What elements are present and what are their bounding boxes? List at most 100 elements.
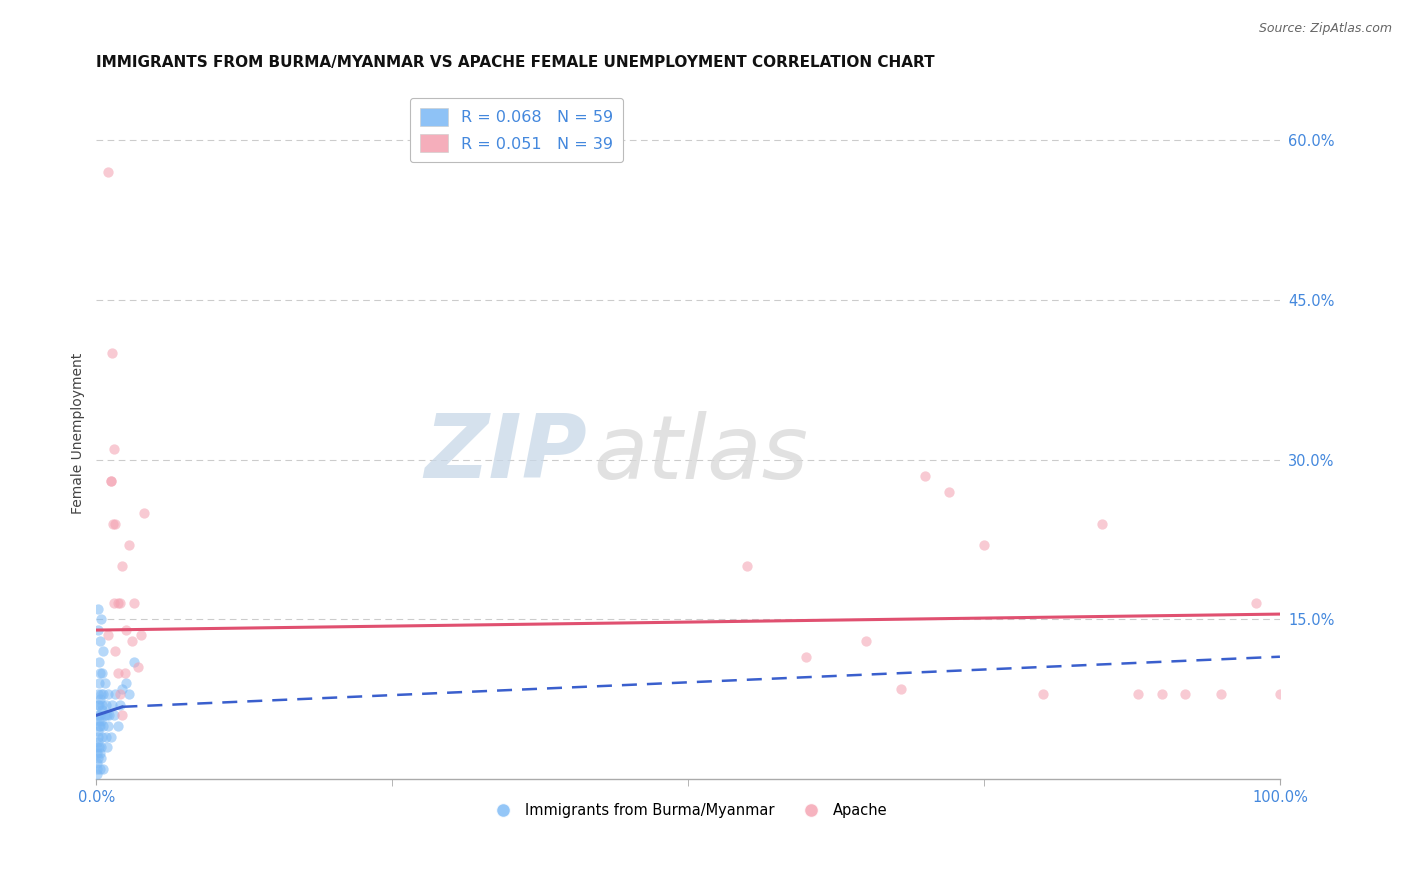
Point	[1268, 687, 1291, 701]
Point	[127, 660, 149, 674]
Point	[103, 596, 125, 610]
Point	[89, 692, 111, 706]
Point	[131, 628, 153, 642]
Point	[103, 442, 125, 456]
Point	[111, 708, 134, 723]
Point	[122, 596, 145, 610]
Point	[118, 687, 141, 701]
Point	[121, 633, 143, 648]
Point	[115, 676, 138, 690]
Point	[90, 687, 112, 701]
Point	[90, 612, 112, 626]
Point	[1150, 687, 1173, 701]
Point	[86, 740, 108, 755]
Point	[97, 719, 120, 733]
Point	[108, 596, 131, 610]
Point	[100, 474, 122, 488]
Point	[1244, 596, 1267, 610]
Text: Source: ZipAtlas.com: Source: ZipAtlas.com	[1258, 22, 1392, 36]
Point	[93, 708, 115, 723]
Point	[86, 762, 108, 776]
Point	[97, 165, 120, 179]
Point	[90, 740, 112, 755]
Point	[87, 698, 110, 712]
Point	[111, 559, 134, 574]
Point	[89, 714, 111, 728]
Point	[91, 698, 114, 712]
Point	[86, 601, 108, 615]
Text: atlas: atlas	[593, 410, 808, 497]
Text: IMMIGRANTS FROM BURMA/MYANMAR VS APACHE FEMALE UNEMPLOYMENT CORRELATION CHART: IMMIGRANTS FROM BURMA/MYANMAR VS APACHE …	[97, 55, 935, 70]
Point	[86, 687, 108, 701]
Point	[96, 708, 118, 723]
Point	[100, 698, 122, 712]
Point	[94, 730, 117, 744]
Point	[107, 719, 129, 733]
Point	[104, 516, 127, 531]
Point	[90, 714, 112, 728]
Text: ZIP: ZIP	[425, 410, 588, 497]
Point	[97, 687, 120, 701]
Point	[93, 687, 115, 701]
Point	[103, 708, 125, 723]
Point	[1032, 687, 1054, 701]
Point	[86, 756, 108, 771]
Point	[115, 623, 138, 637]
Point	[114, 665, 136, 680]
Point	[89, 719, 111, 733]
Point	[107, 665, 129, 680]
Point	[89, 633, 111, 648]
Point	[737, 559, 759, 574]
Point	[87, 698, 110, 712]
Point	[104, 687, 127, 701]
Point	[93, 676, 115, 690]
Point	[94, 698, 117, 712]
Point	[1174, 687, 1197, 701]
Point	[890, 681, 912, 696]
Point	[93, 762, 115, 776]
Legend: Immigrants from Burma/Myanmar, Apache: Immigrants from Burma/Myanmar, Apache	[482, 797, 893, 824]
Point	[938, 484, 960, 499]
Point	[108, 687, 131, 701]
Point	[87, 676, 110, 690]
Point	[86, 730, 108, 744]
Y-axis label: Female Unemployment: Female Unemployment	[72, 352, 86, 514]
Point	[111, 681, 134, 696]
Point	[93, 719, 115, 733]
Point	[796, 649, 818, 664]
Point	[914, 468, 936, 483]
Point	[97, 628, 120, 642]
Point	[91, 730, 114, 744]
Point	[100, 730, 122, 744]
Point	[1091, 516, 1114, 531]
Point	[90, 751, 112, 765]
Point	[86, 746, 108, 760]
Point	[100, 346, 122, 360]
Point	[87, 724, 110, 739]
Point	[122, 655, 145, 669]
Point	[86, 708, 108, 723]
Point	[118, 538, 141, 552]
Point	[98, 708, 121, 723]
Point	[973, 538, 995, 552]
Point	[89, 665, 111, 680]
Point	[89, 708, 111, 723]
Point	[91, 665, 114, 680]
Point	[1126, 687, 1149, 701]
Point	[107, 596, 129, 610]
Point	[101, 516, 124, 531]
Point	[89, 746, 111, 760]
Point	[87, 655, 110, 669]
Point	[132, 506, 155, 520]
Point	[89, 762, 111, 776]
Point	[86, 623, 108, 637]
Point	[108, 698, 131, 712]
Point	[96, 740, 118, 755]
Point	[855, 633, 877, 648]
Point	[100, 474, 122, 488]
Point	[86, 767, 108, 781]
Point	[87, 735, 110, 749]
Point	[90, 703, 112, 717]
Point	[87, 719, 110, 733]
Point	[1209, 687, 1232, 701]
